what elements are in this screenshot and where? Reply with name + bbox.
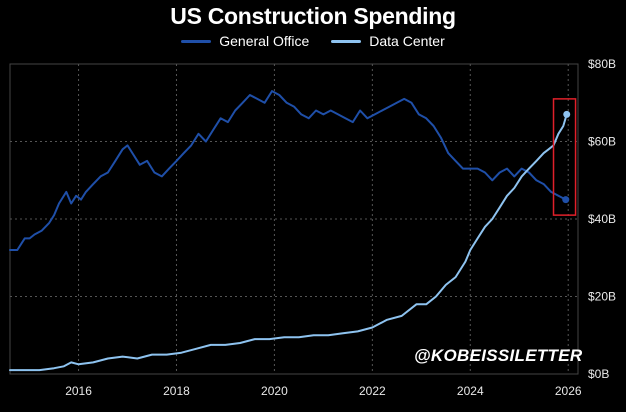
legend-label-data-center: Data Center <box>369 33 445 49</box>
chart-title: US Construction Spending <box>170 3 456 29</box>
y-tick-label: $40B <box>588 212 616 226</box>
legend-swatch-general-office <box>181 39 212 43</box>
x-tick-label: 2018 <box>163 384 190 398</box>
y-tick-label: $60B <box>588 135 616 149</box>
x-tick-label: 2026 <box>555 384 582 398</box>
legend: General Office Data Center <box>0 33 626 49</box>
x-tick-label: 2020 <box>261 384 288 398</box>
x-tick-label: 2022 <box>359 384 386 398</box>
data-center-endpoint <box>563 110 571 118</box>
highlight-box <box>552 98 577 216</box>
data-center-line <box>9 113 568 372</box>
y-tick-label: $0B <box>588 367 609 381</box>
x-tick-label: 2016 <box>65 384 92 398</box>
y-tick-label: $80B <box>588 57 616 71</box>
general-office-endpoint <box>562 196 570 204</box>
legend-label-general-office: General Office <box>219 33 310 49</box>
legend-swatch-data-center <box>331 39 362 43</box>
y-tick-label: $20B <box>588 290 616 304</box>
x-tick-label: 2024 <box>457 384 484 398</box>
watermark: @KOBEISSILETTER <box>414 346 583 365</box>
general-office-line <box>9 90 567 251</box>
legend-item-general-office: General Office <box>181 33 309 49</box>
legend-item-data-center: Data Center <box>331 33 445 49</box>
